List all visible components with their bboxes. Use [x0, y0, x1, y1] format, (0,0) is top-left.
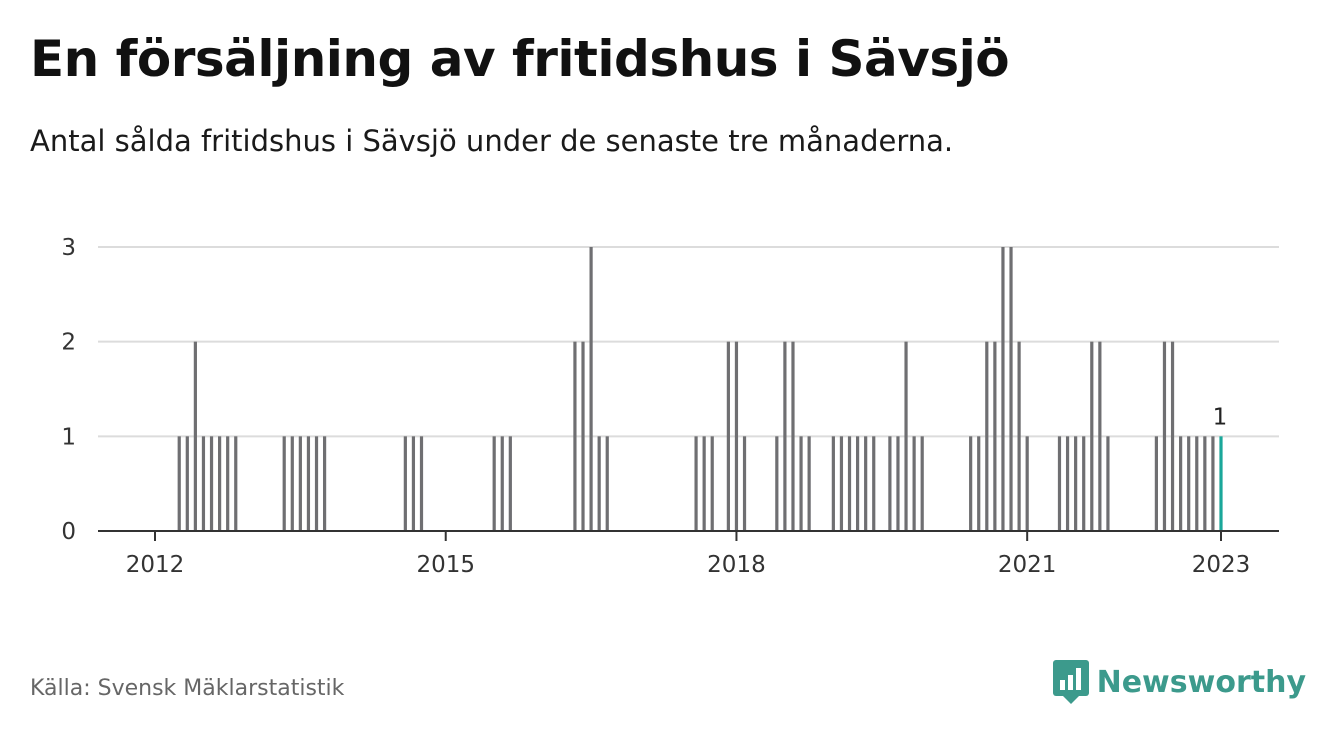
bar[interactable] [201, 436, 206, 531]
bar[interactable] [1001, 247, 1005, 531]
x-tick-label: 2012 [126, 552, 185, 578]
bar[interactable] [742, 436, 747, 531]
y-tick-label: 3 [61, 235, 76, 261]
bar[interactable] [694, 436, 698, 531]
x-tick-label: 2021 [998, 552, 1057, 578]
brand-logo[interactable]: Newsworthy [1052, 660, 1306, 704]
bar[interactable] [985, 341, 989, 531]
y-tick-label: 2 [61, 330, 76, 356]
bar[interactable] [1065, 436, 1070, 531]
bar[interactable] [993, 341, 997, 531]
bar[interactable] [411, 436, 416, 531]
bar[interactable] [791, 341, 795, 531]
bar[interactable] [1106, 436, 1110, 531]
bar[interactable] [831, 436, 835, 531]
bar[interactable] [290, 436, 294, 531]
bar[interactable] [218, 436, 222, 531]
bar[interactable] [912, 436, 916, 531]
bar[interactable] [193, 341, 197, 531]
bars [177, 247, 1223, 531]
bar[interactable] [783, 341, 787, 531]
bar[interactable] [1179, 436, 1183, 531]
bar[interactable] [314, 436, 319, 531]
y-tick-label: 0 [61, 519, 76, 545]
grid-lines [98, 246, 1279, 438]
brand-name: Newsworthy [1096, 664, 1306, 700]
bar[interactable] [1090, 341, 1094, 531]
bar[interactable] [589, 247, 593, 531]
bar[interactable] [605, 436, 609, 531]
bar[interactable] [1025, 436, 1029, 531]
bar-value-label: 1 [1213, 404, 1228, 430]
x-axis-ticks: 2012 2015 2018 2021 2023 [126, 531, 1251, 578]
bar[interactable] [597, 436, 601, 531]
bar[interactable] [888, 436, 892, 531]
x-tick-label: 2018 [707, 552, 766, 578]
bar[interactable] [508, 436, 512, 531]
bar[interactable] [209, 436, 214, 531]
bar[interactable] [969, 436, 973, 531]
bar[interactable] [1187, 436, 1191, 531]
bar[interactable] [298, 436, 302, 531]
y-axis-ticks: 0 1 2 3 [61, 235, 76, 545]
bar[interactable] [855, 436, 860, 531]
bar[interactable] [977, 436, 981, 531]
bar[interactable] [500, 436, 504, 531]
bar[interactable] [234, 436, 238, 531]
bar[interactable] [872, 436, 876, 531]
bar[interactable] [1195, 436, 1199, 531]
bar[interactable] [306, 436, 311, 531]
bar[interactable] [492, 436, 496, 531]
bar[interactable] [847, 436, 852, 531]
bar[interactable] [322, 436, 327, 531]
y-tick-label: 1 [61, 424, 76, 450]
bar[interactable] [1203, 436, 1207, 531]
bar[interactable] [573, 341, 577, 531]
bar[interactable] [282, 436, 286, 531]
bar[interactable] [185, 436, 189, 531]
bar[interactable] [419, 436, 424, 531]
newsworthy-logo-icon [1052, 660, 1089, 704]
annotations: 1 [1213, 404, 1228, 430]
bar[interactable] [710, 436, 714, 531]
page-title: En försäljning av fritidshus i Sävsjö [30, 30, 1010, 88]
bar[interactable] [1219, 436, 1223, 531]
bar[interactable] [1211, 436, 1215, 531]
bar[interactable] [702, 436, 706, 531]
bar[interactable] [799, 436, 803, 531]
bar[interactable] [403, 436, 407, 531]
bar[interactable] [896, 436, 900, 531]
bar[interactable] [920, 436, 924, 531]
bar[interactable] [1154, 436, 1158, 531]
bar[interactable] [1162, 341, 1167, 531]
bar[interactable] [1170, 341, 1175, 531]
x-tick-label: 2015 [416, 552, 475, 578]
bar[interactable] [775, 436, 779, 531]
bar[interactable] [1057, 436, 1062, 531]
page-subtitle: Antal sålda fritidshus i Sävsjö under de… [30, 124, 954, 158]
bar[interactable] [1082, 436, 1086, 531]
bar[interactable] [807, 436, 811, 531]
bar[interactable] [726, 341, 730, 531]
bar[interactable] [1098, 341, 1102, 531]
bar[interactable] [904, 341, 908, 531]
bar[interactable] [839, 436, 844, 531]
bar[interactable] [864, 436, 868, 531]
bar[interactable] [1074, 436, 1078, 531]
bar[interactable] [581, 341, 585, 531]
bar[interactable] [734, 341, 739, 531]
bar[interactable] [177, 436, 181, 531]
x-tick-label: 2023 [1192, 552, 1251, 578]
bar[interactable] [1017, 341, 1021, 531]
bar[interactable] [1009, 247, 1013, 531]
bar[interactable] [226, 436, 230, 531]
source-note: Källa: Svensk Mäklarstatistik [30, 676, 345, 701]
